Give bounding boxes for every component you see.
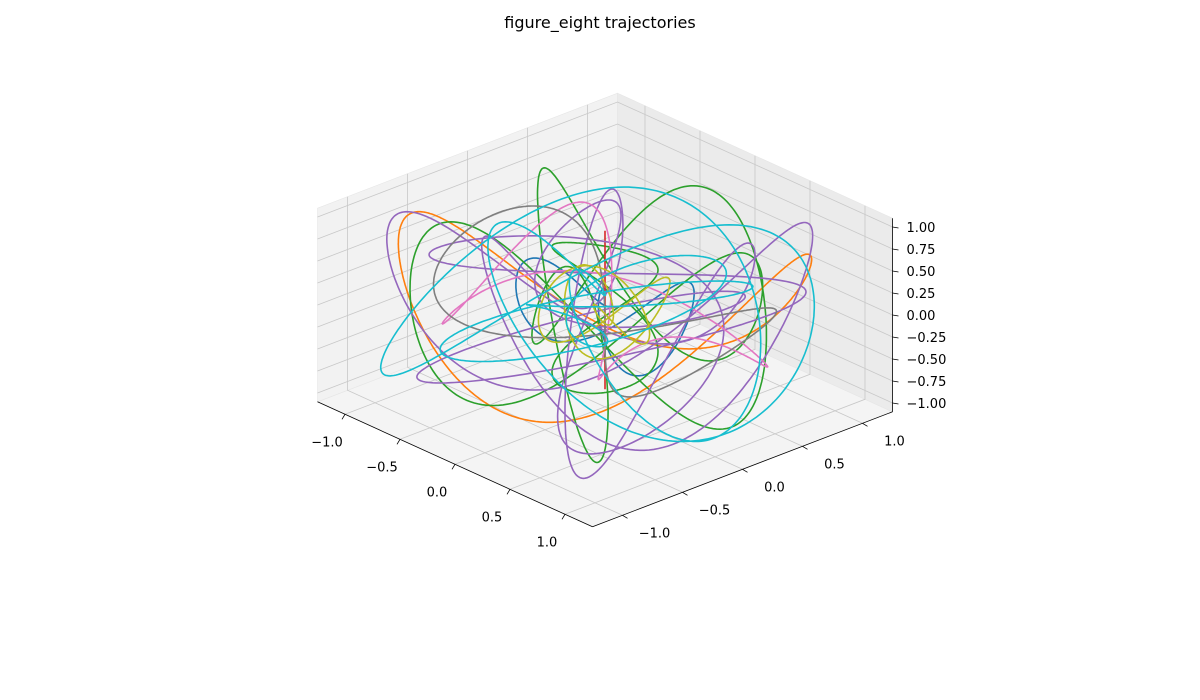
y-tick-label: 1.0 (884, 434, 905, 449)
x-tick-label: 1.0 (537, 535, 558, 550)
chart-title: figure_eight trajectories (504, 13, 695, 33)
z-gridline (317, 211, 893, 338)
x-tick-label: 0.5 (482, 510, 503, 525)
trajectory-line-2 (397, 210, 813, 424)
trajectories (379, 166, 816, 480)
z-gridline (317, 255, 893, 382)
z-tick-label: −0.50 (907, 353, 947, 368)
y-gridline (467, 150, 743, 470)
x-tick (341, 414, 346, 420)
x-tick (561, 514, 566, 520)
trajectory-line-12 (439, 254, 754, 363)
trajectory-line-9 (432, 205, 778, 398)
z-gridline (317, 167, 893, 294)
y-tick-label: 0.5 (824, 457, 845, 472)
y-gridline (347, 196, 623, 516)
y-tick-label: −0.5 (699, 503, 731, 518)
z-tick-label: −0.75 (907, 375, 947, 390)
z-tick (892, 336, 899, 339)
z-tick (892, 358, 899, 361)
tick-labels: −1.0 −0.5 0.0 0.5 1.0 −1.0 −0.5 0.0 0.5 1.0 −1.00 −… (311, 221, 946, 550)
z-tick (892, 270, 899, 273)
y-gridline (587, 104, 863, 424)
z-gridline (317, 189, 893, 316)
y-tick-label: 0.0 (764, 480, 785, 495)
z-gridline (317, 123, 893, 250)
trajectory-line-4 (409, 166, 768, 464)
trajectory-line-3 (551, 241, 659, 395)
z-tick-label: −0.25 (907, 331, 947, 346)
x-tick (396, 439, 401, 445)
z-tick (892, 380, 899, 383)
z-tick-label: 0.25 (907, 287, 936, 302)
y-tick-label: −1.0 (639, 526, 671, 541)
z-tick-label: 1.00 (907, 221, 936, 236)
z-tick-label: 0.50 (907, 265, 936, 280)
x-gridline (399, 130, 701, 440)
trajectory-line-6 (385, 188, 814, 480)
z-tick (892, 292, 899, 295)
z-gridline (317, 145, 893, 272)
x-tick-label: −1.0 (311, 435, 343, 450)
trajectory-line-7 (416, 199, 807, 455)
z-tick (892, 402, 899, 405)
y-tick (862, 422, 868, 427)
z-tick-label: 0.00 (907, 309, 936, 324)
z-tick (892, 248, 899, 251)
y-tick (742, 468, 748, 473)
trajectory-line-10 (537, 263, 671, 360)
y-tick (682, 491, 688, 496)
trajectory-line-11 (379, 186, 816, 443)
z-tick-label: −1.00 (907, 397, 947, 412)
z-tick-label: 0.75 (907, 243, 936, 258)
y-tick (802, 445, 808, 450)
z-tick (892, 314, 899, 317)
x-tick-label: −0.5 (366, 460, 398, 475)
trajectory-line-8 (441, 201, 769, 381)
z-gridline (317, 101, 893, 228)
z-tick (892, 226, 899, 229)
x-tick (506, 489, 511, 495)
y-gridline (407, 173, 683, 493)
x-gridline (344, 105, 646, 415)
x-gridline (454, 155, 756, 465)
x-tick (451, 464, 456, 470)
x-tick-label: 0.0 (427, 485, 448, 500)
y-tick (622, 514, 628, 519)
x-gridline (564, 205, 866, 515)
